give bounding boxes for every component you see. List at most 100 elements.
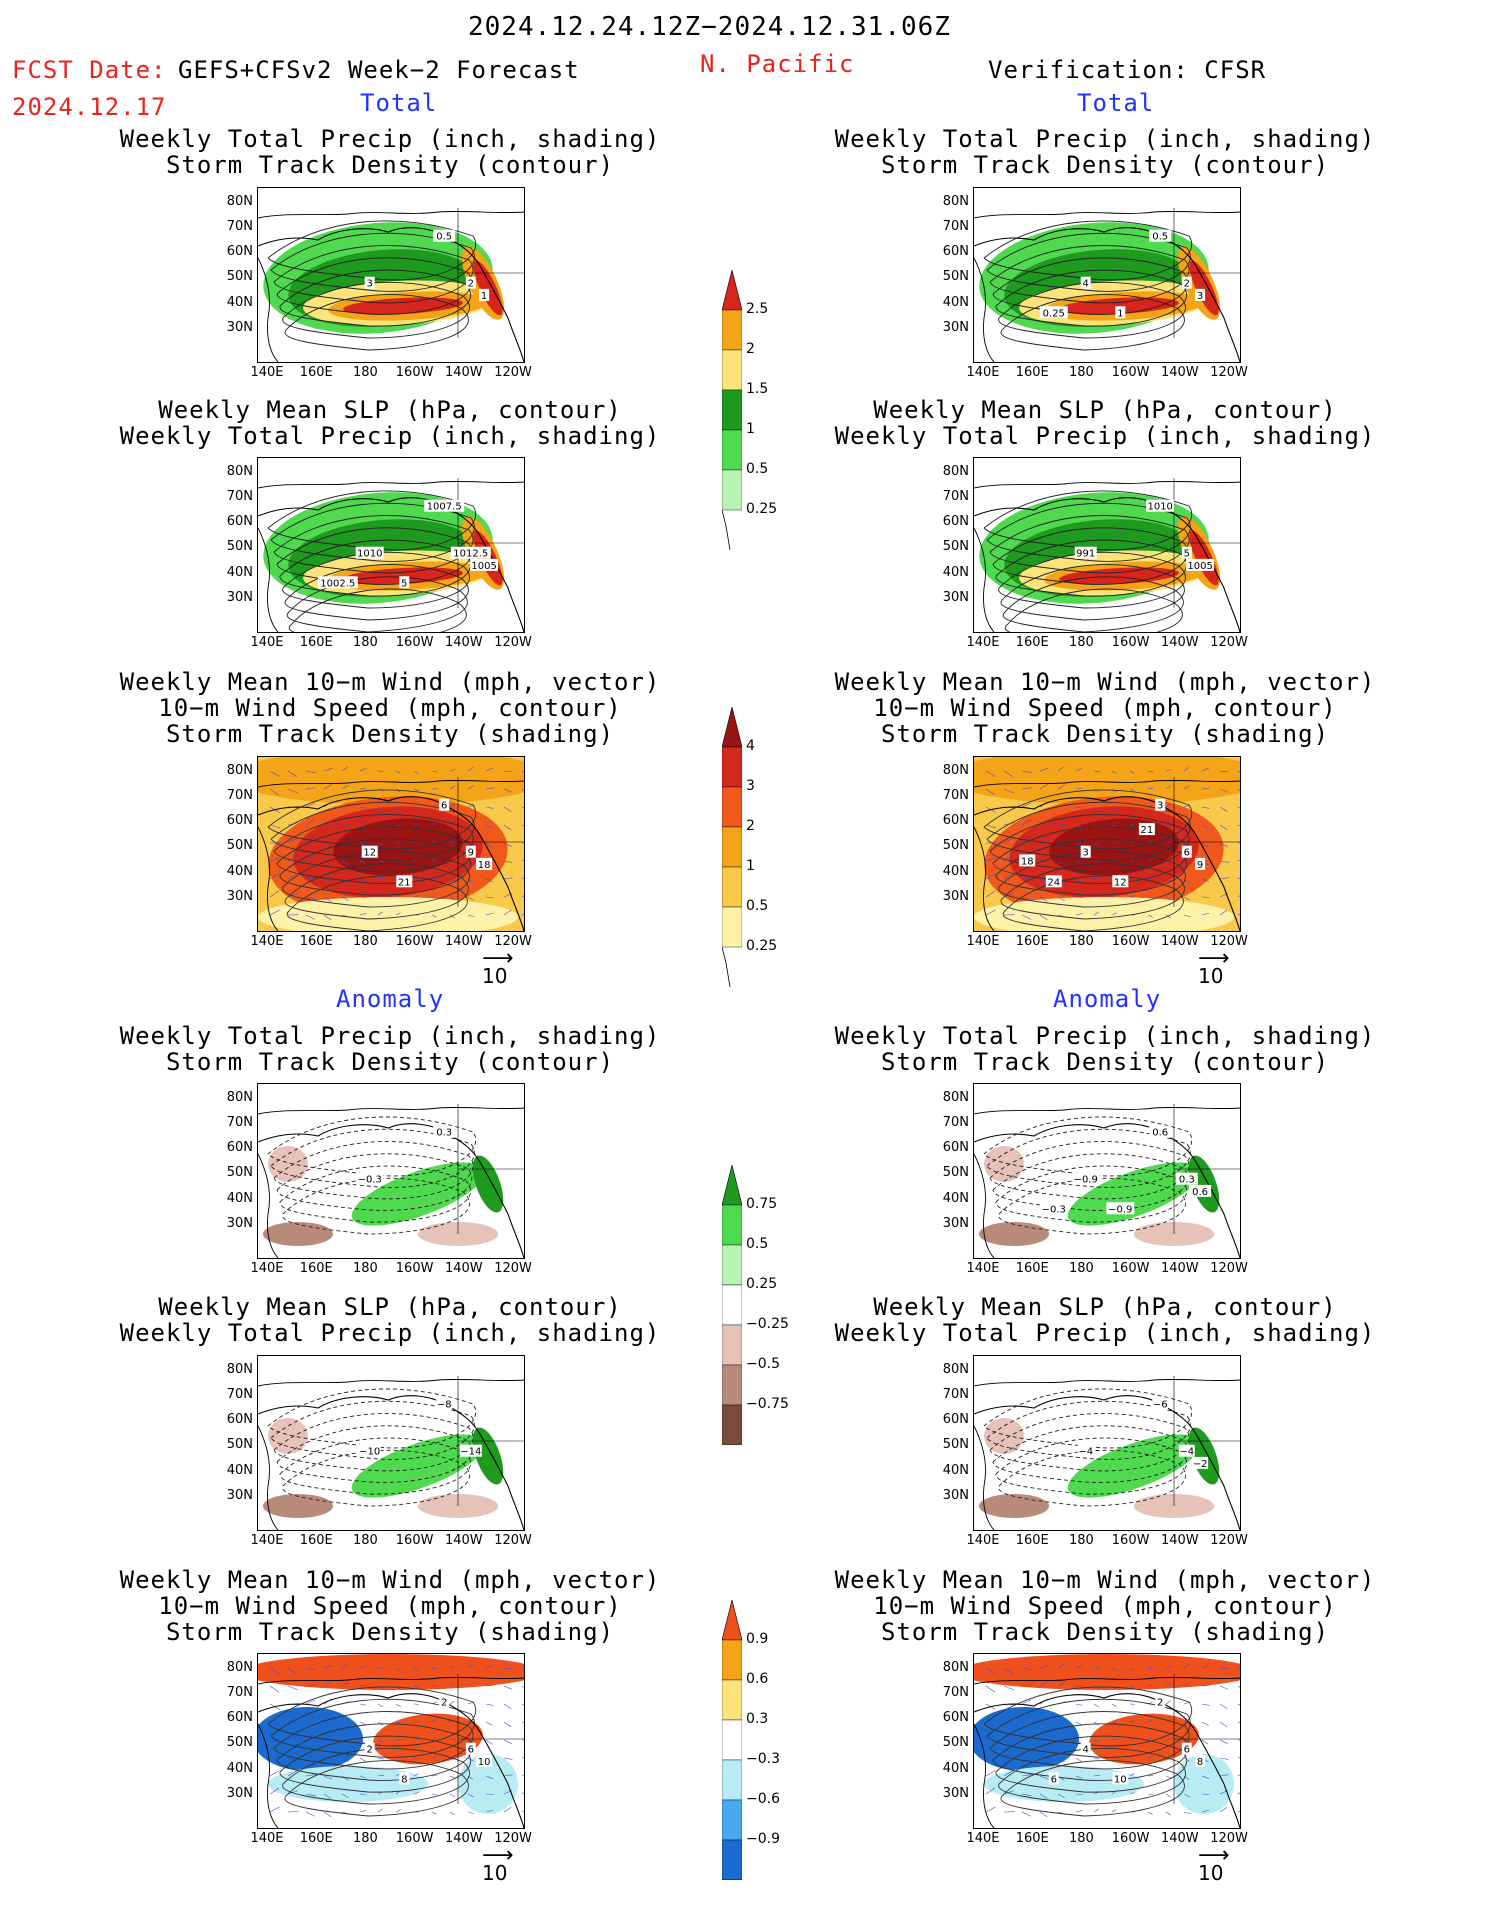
fcst-anom-slp-title-line: Weekly Mean SLP (hPa, contour) (158, 1293, 622, 1321)
storm-total-colorbar (721, 706, 743, 991)
lat-label: 50N (942, 1437, 969, 1453)
fcst-anom-wind-map: 2 2 6 10 8 (257, 1653, 525, 1829)
lon-label: 140E (966, 1261, 1000, 1276)
contour-label: −4 (1077, 1444, 1094, 1458)
contour-label: 1010 (355, 546, 384, 560)
svg-text:991: 991 (1076, 549, 1095, 560)
lat-label: 70N (942, 1115, 969, 1131)
lat-label: 30N (226, 888, 253, 904)
lat-label: 70N (226, 1387, 253, 1403)
fcst-total-slp-title-line: Weekly Mean SLP (hPa, contour) (158, 396, 622, 424)
lat-label: 50N (226, 838, 253, 854)
contour-label: 2 (1181, 276, 1192, 290)
lat-label: 80N (942, 1659, 969, 1675)
contour-label: 18 (1019, 854, 1036, 867)
contour-label: 12 (361, 845, 378, 859)
svg-text:−8: −8 (437, 1400, 452, 1411)
fcst-total-wind-title-line: Weekly Mean 10−m Wind (mph, vector) (119, 668, 661, 696)
lat-label: 30N (226, 1215, 253, 1231)
fcst-anom-wind-title-line: Weekly Mean 10−m Wind (mph, vector) (119, 1566, 661, 1594)
lon-label: 160E (1015, 1261, 1049, 1276)
vector-reference-value: 10 (482, 964, 508, 988)
lat-label: 70N (942, 219, 969, 235)
svg-text:−0.9: −0.9 (1074, 1175, 1098, 1186)
lon-label: 140W (1160, 635, 1199, 650)
fcst-anom-precip-title-line: Weekly Total Precip (inch, shading) (119, 1022, 661, 1050)
lon-label: 160W (1111, 1831, 1150, 1846)
lon-label: 160W (1111, 635, 1150, 650)
svg-text:6: 6 (441, 801, 447, 812)
svg-text:2: 2 (1184, 279, 1190, 290)
svg-text:2: 2 (441, 1698, 447, 1709)
svg-text:2: 2 (468, 279, 474, 290)
vector-reference: ⟶ 10 (1198, 948, 1230, 989)
lon-label: 140E (250, 1831, 284, 1846)
colorbar-tick-label: −0.5 (746, 1356, 780, 1372)
svg-text:−10: −10 (359, 1447, 380, 1458)
lon-label: 120W (494, 365, 532, 380)
storm-anom-colorbar (721, 1599, 743, 1884)
colorbar-tick-label: 1 (746, 421, 755, 437)
colorbar-tick-label: −0.75 (746, 1396, 789, 1412)
lon-label: 160W (395, 934, 434, 949)
colorbar-tick-label: 1.5 (746, 381, 769, 397)
lon-label: 140E (250, 1261, 284, 1276)
contour-label: 2 (439, 1695, 450, 1709)
contour-label: 9 (465, 845, 476, 859)
lat-label: 70N (942, 489, 969, 505)
svg-text:24: 24 (1047, 877, 1060, 888)
lon-label: 180 (1068, 1533, 1094, 1548)
contour-label: 0.25 (1039, 306, 1068, 319)
svg-text:3: 3 (1083, 848, 1089, 859)
lat-label: 50N (226, 539, 253, 555)
lon-label: 140W (1160, 1261, 1199, 1276)
lon-label: 120W (494, 1831, 532, 1846)
svg-text:−2: −2 (1193, 1459, 1208, 1470)
lat-label: 80N (942, 193, 969, 209)
fcst-total-slp-title-line: Weekly Total Precip (inch, shading) (119, 422, 661, 450)
svg-text:1002.5: 1002.5 (320, 578, 355, 589)
lon-label: 140W (444, 1533, 483, 1548)
colorbar-tick-label: 2 (746, 341, 755, 357)
contour-label: 3 (1195, 288, 1206, 302)
contour-label: 1 (479, 288, 490, 302)
lat-label: 80N (226, 1361, 253, 1377)
fcst-total-precip-map: 0.5 3 2 1 (257, 187, 525, 363)
svg-text:10: 10 (478, 1757, 491, 1768)
colorbar-tick-label: 0.9 (746, 1631, 769, 1647)
obs-anom-wind-title-line: 10−m Wind Speed (mph, contour) (873, 1592, 1337, 1620)
lat-label: 50N (942, 1735, 969, 1751)
section-anomaly-right: Anomaly (1053, 985, 1162, 1013)
lat-label: 40N (942, 863, 969, 879)
contour-label: −0.3 (1039, 1202, 1068, 1215)
lat-label: 60N (226, 514, 253, 530)
lon-label: 180 (352, 635, 378, 650)
svg-text:1: 1 (1117, 308, 1123, 319)
lon-label: 120W (1210, 1831, 1248, 1846)
svg-text:18: 18 (478, 860, 491, 871)
contour-label: 2 (465, 276, 476, 290)
region-label: N. Pacific (700, 50, 855, 78)
contour-label: 1005 (470, 558, 499, 572)
lat-label: 40N (942, 1462, 969, 1478)
lon-label: 140W (444, 1831, 483, 1846)
lon-label: 140E (966, 934, 1000, 949)
lat-label: 50N (942, 269, 969, 285)
lon-label: 120W (494, 1261, 532, 1276)
contour-label: −6 (1152, 1397, 1169, 1411)
contour-label: −14 (459, 1444, 482, 1458)
obs-total-wind-title-line: 10−m Wind Speed (mph, contour) (873, 694, 1337, 722)
fcst-anom-wind-title-line: Storm Track Density (shading) (165, 1618, 615, 1646)
svg-text:−14: −14 (460, 1447, 481, 1458)
lat-label: 40N (942, 564, 969, 580)
lat-label: 50N (226, 1437, 253, 1453)
fcst-anom-slp-map: −8 −10 −14 (257, 1355, 525, 1531)
contour-label: 0.3 (1175, 1172, 1198, 1186)
svg-text:0.3: 0.3 (436, 1128, 452, 1139)
arrow-right-icon: ⟶ (482, 1843, 514, 1868)
svg-text:1012.5: 1012.5 (453, 549, 488, 560)
contour-label: 4 (1080, 276, 1091, 290)
contour-label: 8 (399, 1772, 410, 1785)
lon-label: 120W (1210, 365, 1248, 380)
svg-text:12: 12 (1114, 877, 1127, 888)
